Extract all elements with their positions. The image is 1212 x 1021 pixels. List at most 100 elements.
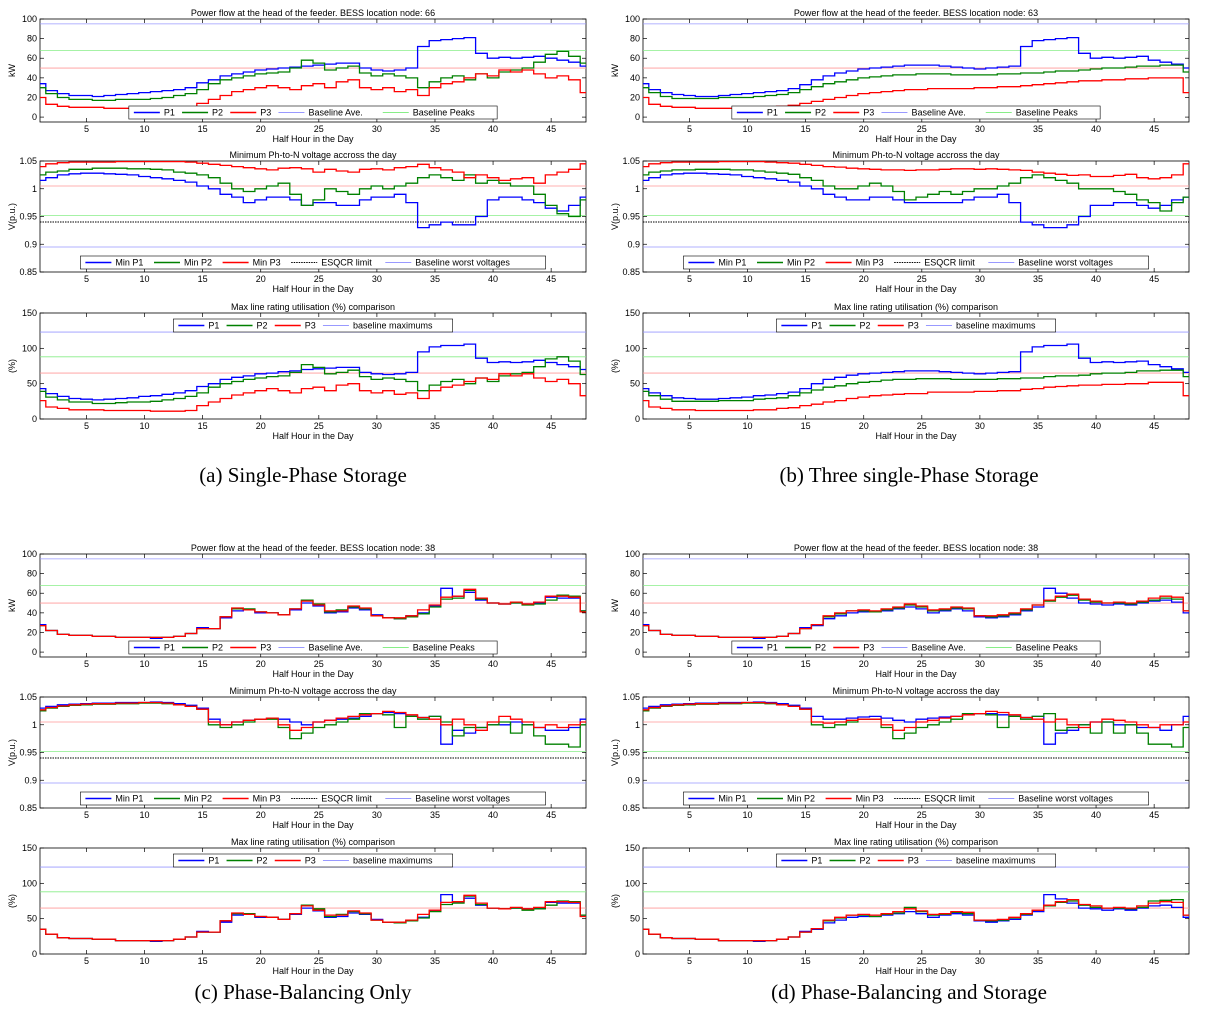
x-tick-label: 30	[372, 124, 382, 134]
series-line-p3	[40, 894, 586, 942]
x-tick-label: 40	[1091, 810, 1101, 820]
y-tick-label: 0	[635, 112, 640, 122]
y-tick-label: 0.85	[19, 267, 37, 277]
legend-box	[80, 255, 546, 270]
x-tick-label: 25	[917, 956, 927, 966]
y-tick-label: 1.05	[622, 692, 640, 702]
chart-title: Power flow at the head of the feeder. BE…	[794, 543, 1038, 553]
chart-title: Max line rating utilisation (%) comparis…	[231, 837, 395, 847]
x-tick-label: 20	[256, 274, 266, 284]
legend-label: P3	[908, 321, 919, 331]
series-line-p3	[643, 898, 1189, 942]
legend-label: P3	[863, 108, 874, 118]
legend-label: P1	[767, 643, 778, 653]
legend-label: ESQCR limit	[924, 258, 975, 268]
y-tick-label: 0.85	[622, 267, 640, 277]
x-tick-label: 40	[488, 274, 498, 284]
x-tick-label: 5	[687, 124, 692, 134]
y-tick-label: 0.85	[622, 803, 640, 813]
x-tick-label: 35	[430, 810, 440, 820]
x-tick-label: 10	[743, 810, 753, 820]
legend-label: P1	[208, 856, 219, 866]
x-tick-label: 15	[198, 810, 208, 820]
legend-label: Baseline worst voltages	[1018, 794, 1113, 804]
y-tick-label: 1.05	[622, 156, 640, 166]
x-tick-label: 15	[801, 274, 811, 284]
legend-label: baseline maximums	[353, 321, 433, 331]
legend-label: Baseline Peaks	[1016, 643, 1079, 653]
legend-label: P3	[305, 321, 316, 331]
legend-label: Min P1	[115, 258, 143, 268]
y-tick-label: 1.05	[19, 156, 37, 166]
y-tick-label: 0	[635, 647, 640, 657]
x-axis-label: Half Hour in the Day	[875, 431, 957, 441]
x-axis-label: Half Hour in the Day	[272, 669, 354, 679]
x-tick-label: 35	[430, 659, 440, 669]
legend-label: Min P3	[253, 794, 281, 804]
x-tick-label: 45	[546, 421, 556, 431]
plot-frame	[39, 696, 587, 809]
y-tick-label: 20	[630, 92, 640, 102]
chart-panel-a-1: Power flow at the head of the feeder. BE…	[7, 8, 587, 144]
data-layer	[40, 331, 586, 412]
y-tick-label: 100	[22, 343, 37, 353]
x-tick-label: 25	[917, 124, 927, 134]
x-tick-label: 45	[546, 810, 556, 820]
y-tick-label: 0	[32, 647, 37, 657]
x-tick-label: 45	[546, 659, 556, 669]
y-tick-label: 1	[635, 184, 640, 194]
y-axis-label: V(p.u.)	[610, 203, 620, 230]
y-tick-label: 100	[625, 878, 640, 888]
legend-label: Baseline worst voltages	[415, 794, 510, 804]
x-tick-label: 30	[372, 421, 382, 431]
y-tick-label: 80	[27, 34, 37, 44]
x-tick-label: 25	[314, 659, 324, 669]
x-tick-label: 25	[917, 659, 927, 669]
chart-title: Max line rating utilisation (%) comparis…	[231, 302, 395, 312]
y-tick-label: 20	[630, 627, 640, 637]
x-tick-label: 25	[917, 274, 927, 284]
x-tick-label: 10	[743, 274, 753, 284]
legend-label: P2	[212, 643, 223, 653]
legend-box	[173, 853, 453, 868]
legend-label: P1	[811, 856, 822, 866]
legend-label: P2	[815, 643, 826, 653]
data-layer	[643, 23, 1189, 109]
x-tick-label: 10	[743, 124, 753, 134]
chart-panel-b-2: Minimum Ph-to-N voltage accross the day 5…	[610, 150, 1190, 294]
x-tick-label: 5	[84, 421, 89, 431]
legend-box	[731, 105, 1101, 120]
y-axis-label: V(p.u.)	[7, 203, 17, 230]
y-tick-label: 0.95	[622, 212, 640, 222]
legend: Min P1 Min P2 Min P3 ESQCR limit Baseline wo…	[683, 791, 1149, 806]
x-tick-label: 5	[84, 810, 89, 820]
series-line-p1	[643, 343, 1189, 400]
x-tick-label: 10	[140, 956, 150, 966]
x-tick-label: 5	[687, 659, 692, 669]
y-tick-label: 20	[27, 627, 37, 637]
data-layer	[643, 161, 1189, 248]
chart-panel-c-3: Max line rating utilisation (%) comparis…	[7, 837, 587, 976]
x-tick-label: 45	[546, 124, 556, 134]
legend-label: Baseline Ave.	[911, 108, 965, 118]
x-axis-label: Half Hour in the Day	[875, 669, 957, 679]
legend-label: Min P2	[787, 794, 815, 804]
legend-label: Baseline Peaks	[413, 643, 476, 653]
y-tick-label: 0	[635, 414, 640, 424]
plot-frame	[642, 160, 1190, 273]
x-tick-label: 30	[372, 810, 382, 820]
x-tick-label: 10	[743, 956, 753, 966]
legend-label: P3	[305, 856, 316, 866]
legend-label: Baseline Peaks	[413, 108, 476, 118]
chart-title: Minimum Ph-to-N voltage accross the day	[229, 686, 397, 696]
y-tick-label: 100	[625, 549, 640, 559]
legend-label: ESQCR limit	[321, 258, 372, 268]
y-tick-label: 0.95	[19, 748, 37, 758]
legend-label: P2	[860, 856, 871, 866]
legend-box	[173, 318, 453, 333]
x-axis-label: Half Hour in the Day	[875, 134, 957, 144]
y-tick-label: 100	[625, 14, 640, 24]
y-tick-label: 40	[27, 73, 37, 83]
y-tick-label: 1	[32, 720, 37, 730]
legend-label: P2	[257, 856, 268, 866]
